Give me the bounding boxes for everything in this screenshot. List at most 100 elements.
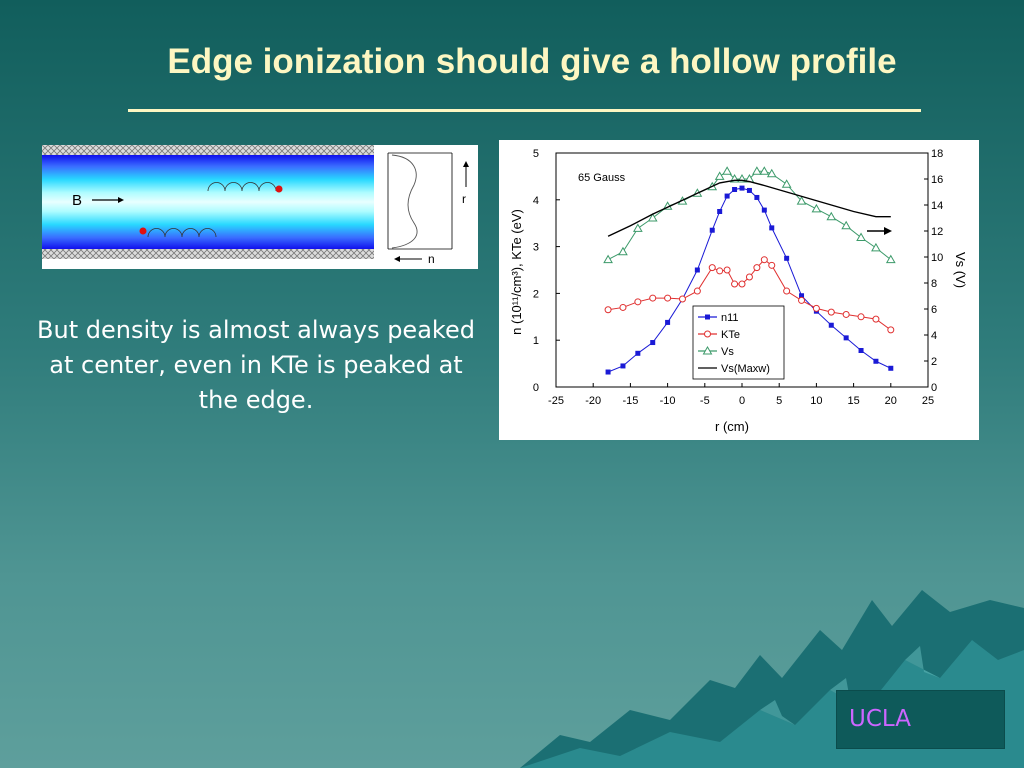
x-tick-label: -25 — [548, 395, 564, 407]
y-right-tick-label: 14 — [931, 200, 943, 212]
x-tick-label: 20 — [885, 395, 897, 407]
data-point — [632, 223, 643, 232]
data-point — [603, 254, 613, 264]
data-point — [716, 267, 724, 275]
data-point — [885, 254, 896, 264]
data-point — [843, 335, 849, 341]
y-right-tick-label: 18 — [931, 148, 943, 160]
data-point — [620, 363, 626, 369]
y-left-tick-label: 1 — [533, 335, 539, 347]
r-axis-label: r — [462, 192, 466, 206]
data-point — [796, 196, 807, 205]
data-point — [724, 193, 730, 199]
y-left-tick-label: 4 — [533, 195, 539, 207]
slide-caption: But density is almost always peaked at c… — [37, 316, 475, 414]
chamber-wall-bottom — [42, 249, 374, 259]
right-axis-pointer-head — [884, 227, 892, 235]
data-point — [604, 306, 612, 314]
y-right-tick-label: 12 — [931, 226, 943, 238]
series-n11 — [605, 185, 894, 375]
legend-marker — [704, 330, 711, 338]
y-right-tick-label: 4 — [931, 330, 937, 342]
data-point — [619, 303, 627, 311]
data-point — [635, 350, 641, 356]
y-left-tick-label: 3 — [533, 242, 539, 254]
data-point — [664, 294, 672, 302]
data-point — [768, 261, 776, 269]
y-axis-right-label: Vs (V) — [953, 252, 968, 288]
data-point — [781, 179, 792, 188]
data-point — [760, 256, 768, 264]
data-point — [784, 255, 790, 261]
series-vs-maxw- — [607, 179, 891, 237]
profile-chart: -25 -20 -15 -10 -5 0 5 10 15 20 25 0 1 2 3 4 5 0 2 4 6 8 10 12 1… — [499, 140, 979, 440]
data-point — [714, 171, 725, 180]
field-arrowhead — [118, 197, 124, 203]
data-point — [746, 187, 752, 193]
y-right-tick-label: 2 — [931, 356, 937, 368]
r-arrowhead — [463, 161, 469, 167]
x-tick-label: 15 — [847, 395, 859, 407]
data-point — [647, 212, 658, 222]
data-point — [649, 294, 657, 302]
data-point — [887, 326, 895, 334]
plasma-column — [42, 155, 374, 249]
series-layer — [603, 166, 896, 375]
data-point — [752, 166, 762, 175]
x-tick-label: 10 — [810, 395, 822, 407]
gyro-orbit-lower — [147, 228, 217, 238]
data-point — [717, 209, 723, 214]
x-tick-label: -20 — [585, 395, 601, 407]
field-label: B — [72, 192, 82, 209]
data-point — [888, 365, 894, 371]
data-point — [857, 313, 865, 321]
chart-legend: n11 KTe Vs Vs(Maxw) — [692, 305, 785, 380]
y-right-tick-label: 10 — [931, 252, 943, 264]
data-point — [678, 295, 686, 303]
data-point — [799, 293, 805, 299]
data-point — [693, 287, 701, 295]
data-point — [605, 369, 611, 375]
n-axis-label: n — [428, 252, 435, 266]
y-left-tick-label: 0 — [533, 382, 539, 394]
data-point — [812, 304, 820, 312]
diagram-svg: B r n — [42, 145, 469, 266]
data-point — [618, 246, 628, 256]
data-point — [723, 266, 731, 274]
legend-label: Vs — [721, 346, 734, 358]
axis-ticks: -25 -20 -15 -10 -5 0 5 10 15 20 250123450246810121… — [533, 148, 943, 407]
data-point — [826, 211, 837, 221]
chart-svg: -25 -20 -15 -10 -5 0 5 10 15 20 250123450246810121… — [509, 148, 968, 434]
data-point — [811, 203, 822, 213]
logo-box: UCLA — [837, 691, 1004, 748]
legend-label: Vs(Maxw) — [721, 363, 770, 375]
y-right-tick-label: 16 — [931, 174, 943, 186]
x-axis-label: r (cm) — [715, 419, 749, 434]
data-point — [722, 166, 732, 175]
y-left-tick-label: 5 — [533, 148, 539, 160]
legend-label: n11 — [721, 312, 739, 324]
y-right-tick-label: 6 — [931, 304, 937, 316]
y-axis-left-label: n (10¹¹/cm³), KTe (eV) — [509, 209, 524, 335]
x-tick-label: -10 — [660, 395, 676, 407]
data-point — [650, 340, 656, 346]
data-point — [665, 319, 671, 325]
data-point — [841, 220, 852, 230]
ucla-logo-text: UCLA — [849, 706, 911, 732]
data-point — [828, 322, 834, 328]
x-tick-label: -15 — [622, 395, 638, 407]
data-point — [708, 264, 716, 272]
x-tick-label: -5 — [700, 395, 710, 407]
n-arrowhead — [394, 256, 400, 262]
series-kte — [604, 256, 895, 334]
data-point — [739, 185, 745, 191]
x-tick-label: 5 — [776, 395, 782, 407]
data-point — [709, 227, 715, 233]
x-tick-label: 25 — [922, 395, 934, 407]
x-tick-label: 0 — [739, 395, 745, 407]
gyro-orbit-upper — [207, 182, 277, 192]
data-point — [738, 280, 746, 288]
data-point — [858, 347, 864, 353]
data-point — [766, 168, 777, 178]
legend-label: KTe — [721, 329, 740, 341]
